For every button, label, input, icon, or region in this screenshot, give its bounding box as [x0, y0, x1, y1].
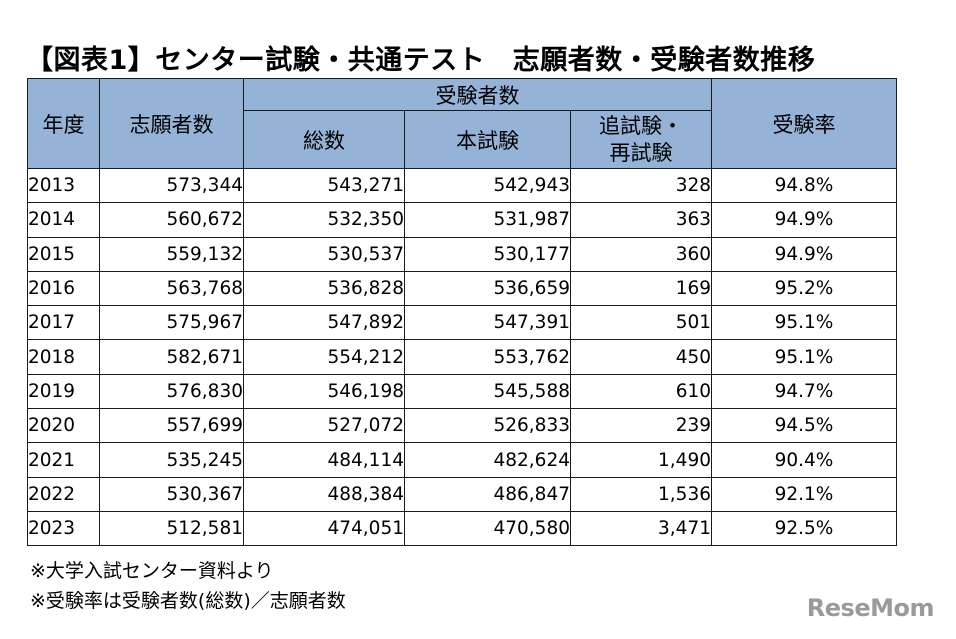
cell-year: 2014	[27, 202, 100, 238]
cell-makeup-exam: 1,490	[570, 442, 712, 478]
cell-applicants: 582,671	[99, 339, 244, 375]
cell-applicants: 557,699	[99, 408, 244, 444]
cell-main-exam: 482,624	[404, 442, 571, 478]
table-row: 2016 563,768 536,828 536,659 169 95.2%	[27, 270, 897, 307]
cell-applicants: 535,245	[99, 442, 244, 478]
cell-applicants: 575,967	[99, 305, 244, 341]
cell-applicants: 573,344	[99, 167, 244, 204]
cell-year: 2015	[27, 236, 100, 272]
cell-main-exam: 545,588	[404, 373, 571, 410]
table-row: 2018 582,671 554,212 553,762 450 95.1%	[27, 339, 897, 375]
header-makeup-exam: 追試験・ 再試験	[570, 110, 712, 169]
cell-makeup-exam: 328	[570, 167, 712, 204]
cell-main-exam: 486,847	[404, 476, 571, 512]
cell-applicants: 563,768	[99, 270, 244, 307]
cell-rate: 94.8%	[711, 167, 897, 204]
cell-applicants: 530,367	[99, 476, 244, 512]
cell-total: 527,072	[243, 408, 405, 444]
cell-applicants: 512,581	[99, 510, 244, 547]
cell-rate: 90.4%	[711, 442, 897, 478]
cell-rate: 95.1%	[711, 305, 897, 341]
notes: ※大学入試センター資料より ※受験率は受験者数(総数)／志願者数	[30, 556, 346, 616]
table-row: 2019 576,830 546,198 545,588 610 94.7%	[27, 373, 897, 410]
header-total: 総数	[243, 110, 405, 169]
cell-year: 2023	[27, 510, 100, 547]
cell-rate: 94.9%	[711, 236, 897, 272]
table-row: 2013 573,344 543,271 542,943 328 94.8%	[27, 167, 897, 204]
header-examinees: 受験者数	[243, 78, 712, 111]
cell-rate: 92.5%	[711, 510, 897, 547]
cell-year: 2022	[27, 476, 100, 512]
cell-main-exam: 531,987	[404, 202, 571, 238]
table-row: 2014 560,672 532,350 531,987 363 94.9%	[27, 202, 897, 238]
cell-year: 2019	[27, 373, 100, 410]
cell-main-exam: 530,177	[404, 236, 571, 272]
header-main-exam: 本試験	[404, 110, 571, 169]
cell-main-exam: 526,833	[404, 408, 571, 444]
cell-total: 547,892	[243, 305, 405, 341]
cell-makeup-exam: 363	[570, 202, 712, 238]
cell-year: 2017	[27, 305, 100, 341]
cell-total: 532,350	[243, 202, 405, 238]
cell-year: 2020	[27, 408, 100, 444]
cell-main-exam: 536,659	[404, 270, 571, 307]
cell-makeup-exam: 3,471	[570, 510, 712, 547]
page-title: 【図表1】センター試験・共通テスト 志願者数・受験者数推移	[26, 45, 816, 76]
cell-total: 484,114	[243, 442, 405, 478]
cell-makeup-exam: 239	[570, 408, 712, 444]
header-applicants: 志願者数	[99, 78, 244, 169]
cell-main-exam: 542,943	[404, 167, 571, 204]
cell-makeup-exam: 169	[570, 270, 712, 307]
table-row: 2022 530,367 488,384 486,847 1,536 92.1%	[27, 476, 897, 512]
header-rate: 受験率	[711, 78, 897, 169]
cell-main-exam: 553,762	[404, 339, 571, 375]
exam-statistics-table: 年度 志願者数 受験者数 受験率 総数 本試験 追試験・ 再試験 2013 573…	[27, 78, 897, 547]
cell-total: 546,198	[243, 373, 405, 410]
cell-rate: 94.9%	[711, 202, 897, 238]
note-rate-definition: ※受験率は受験者数(総数)／志願者数	[30, 590, 346, 612]
cell-applicants: 559,132	[99, 236, 244, 272]
table-row: 2020 557,699 527,072 526,833 239 94.5%	[27, 408, 897, 444]
cell-rate: 95.1%	[711, 339, 897, 375]
cell-total: 474,051	[243, 510, 405, 547]
cell-makeup-exam: 610	[570, 373, 712, 410]
cell-makeup-exam: 501	[570, 305, 712, 341]
cell-year: 2016	[27, 270, 100, 307]
table-row: 2023 512,581 474,051 470,580 3,471 92.5%	[27, 510, 897, 547]
cell-year: 2021	[27, 442, 100, 478]
cell-rate: 95.2%	[711, 270, 897, 307]
cell-total: 543,271	[243, 167, 405, 204]
table-body: 2013 573,344 543,271 542,943 328 94.8% 2014 560…	[27, 167, 897, 547]
note-source: ※大学入試センター資料より	[30, 560, 274, 582]
cell-makeup-exam: 1,536	[570, 476, 712, 512]
cell-total: 554,212	[243, 339, 405, 375]
cell-applicants: 576,830	[99, 373, 244, 410]
table-row: 2017 575,967 547,892 547,391 501 95.1%	[27, 305, 897, 341]
cell-main-exam: 470,580	[404, 510, 571, 547]
cell-total: 530,537	[243, 236, 405, 272]
cell-applicants: 560,672	[99, 202, 244, 238]
cell-total: 536,828	[243, 270, 405, 307]
cell-rate: 94.7%	[711, 373, 897, 410]
header-makeup-line2: 再試験	[609, 140, 673, 165]
cell-rate: 92.1%	[711, 476, 897, 512]
header-makeup-line1: 追試験・	[599, 113, 683, 138]
header-year: 年度	[27, 78, 100, 169]
cell-year: 2018	[27, 339, 100, 375]
cell-main-exam: 547,391	[404, 305, 571, 341]
table-row: 2015 559,132 530,537 530,177 360 94.9%	[27, 236, 897, 272]
table-row: 2021 535,245 484,114 482,624 1,490 90.4%	[27, 442, 897, 478]
cell-year: 2013	[27, 167, 100, 204]
cell-makeup-exam: 450	[570, 339, 712, 375]
cell-rate: 94.5%	[711, 408, 897, 444]
cell-makeup-exam: 360	[570, 236, 712, 272]
cell-total: 488,384	[243, 476, 405, 512]
resemom-logo: ReseMom	[806, 594, 935, 622]
